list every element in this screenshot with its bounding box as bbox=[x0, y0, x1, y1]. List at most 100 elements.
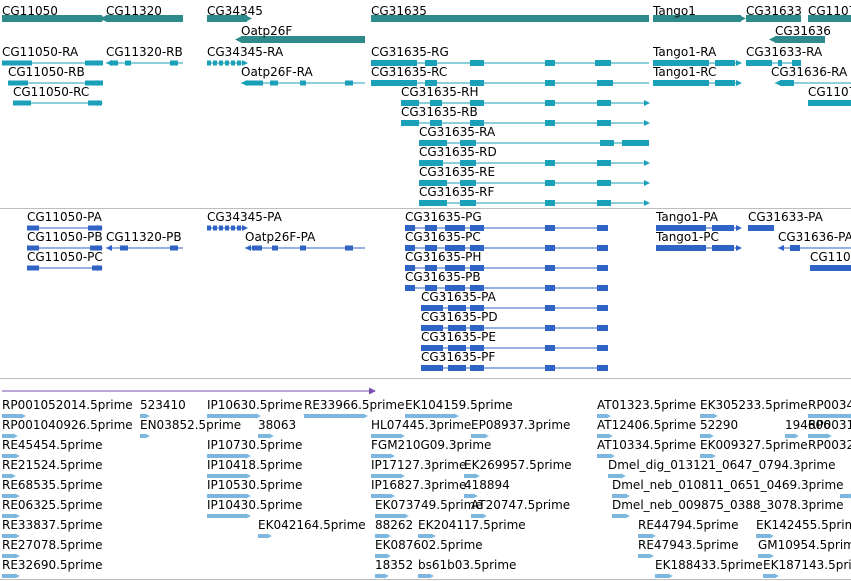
protein-cg31635-ph-exon[interactable] bbox=[405, 265, 415, 271]
protein-label[interactable]: CG31635-PH bbox=[405, 250, 482, 264]
est-label[interactable]: EK187143.5prime bbox=[763, 558, 851, 572]
est-label[interactable]: 194606 bbox=[785, 418, 831, 432]
protein-cg34345-pa-exon[interactable] bbox=[231, 225, 235, 231]
transcript-cg31635-rc-exon[interactable] bbox=[597, 80, 613, 86]
protein-tango1-pa-exon[interactable] bbox=[712, 225, 734, 231]
transcript-cg31635-rb-exon[interactable] bbox=[401, 120, 419, 126]
protein-cg31635-pd-exon[interactable] bbox=[421, 325, 443, 331]
est-label[interactable]: bs61b03.5prime bbox=[418, 558, 517, 572]
est-glyph[interactable] bbox=[612, 514, 626, 518]
protein-label[interactable]: CG11320-PB bbox=[106, 230, 182, 244]
est-glyph[interactable] bbox=[638, 534, 652, 538]
protein-label[interactable]: CG31636-PA bbox=[778, 230, 851, 244]
est-label[interactable]: IP10730.5prime bbox=[207, 438, 303, 452]
protein-cg31635-pd-exon[interactable] bbox=[470, 325, 484, 331]
transcript-label[interactable]: CG1107 bbox=[808, 85, 851, 99]
est-label[interactable]: IP10430.5prime bbox=[207, 498, 303, 512]
est-glyph[interactable] bbox=[207, 474, 247, 478]
protein-cg31635-pa-exon[interactable] bbox=[421, 305, 443, 311]
est-label[interactable]: 52290 bbox=[700, 418, 739, 432]
protein-cg31635-pd-exon[interactable] bbox=[448, 325, 466, 331]
est-label[interactable]: 38063 bbox=[258, 418, 297, 432]
gene-label[interactable]: CG11050 bbox=[2, 4, 58, 18]
est-label[interactable]: RE27078.5prime bbox=[2, 538, 103, 552]
protein-cg31635-pf-exon[interactable] bbox=[421, 365, 443, 371]
est-glyph[interactable] bbox=[2, 514, 16, 518]
protein-oatp26f-pa-exon[interactable] bbox=[300, 245, 306, 251]
transcript-label[interactable]: CG31635-RD bbox=[419, 145, 497, 159]
transcript-cg31635-re-exon[interactable] bbox=[545, 180, 555, 186]
protein-cg31635-ph-exon[interactable] bbox=[597, 265, 608, 271]
protein-cg31635-pb-exon[interactable] bbox=[405, 285, 415, 291]
transcript-cg31635-rd-exon[interactable] bbox=[419, 160, 443, 166]
gene-bar-cg31635[interactable] bbox=[371, 15, 649, 22]
est-label[interactable]: RP0031 bbox=[808, 418, 851, 432]
protein-cg11320-pb-exon[interactable] bbox=[120, 245, 128, 251]
transcript-cg34345-ra-exon[interactable] bbox=[231, 60, 235, 66]
transcript-label[interactable]: CG31635-RB bbox=[401, 105, 478, 119]
est-glyph[interactable] bbox=[2, 494, 16, 498]
est-glyph[interactable] bbox=[207, 414, 257, 418]
protein-oatp26f-pa-exon[interactable] bbox=[272, 245, 278, 251]
protein-cg31636-pa-exon[interactable] bbox=[790, 245, 800, 251]
est-label[interactable]: IP10630.5prime bbox=[207, 398, 303, 412]
protein-tango1-pc-exon[interactable] bbox=[712, 245, 734, 251]
transcript-cg31635-rg-exon[interactable] bbox=[425, 60, 437, 66]
est-label[interactable]: EK204117.5prime bbox=[418, 518, 526, 532]
transcript-cg31636-ra-exon[interactable] bbox=[780, 80, 794, 86]
protein-label[interactable]: Tango1-PC bbox=[656, 230, 719, 244]
transcript-cg34345-ra-exon[interactable] bbox=[213, 60, 217, 66]
protein-cg31633-pa-exon[interactable] bbox=[748, 225, 774, 231]
protein-cg31635-pf-exon[interactable] bbox=[470, 365, 484, 371]
protein-cg110-exon[interactable] bbox=[810, 265, 851, 271]
transcript-cg1107-exon[interactable] bbox=[808, 100, 851, 106]
protein-cg31635-pe-exon[interactable] bbox=[545, 345, 555, 351]
est-glyph[interactable] bbox=[207, 514, 247, 518]
est-label[interactable]: RE44794.5prime bbox=[638, 518, 739, 532]
gene-bar-cg1107[interactable] bbox=[808, 15, 851, 22]
gene-label[interactable]: Oatp26F bbox=[241, 24, 293, 38]
transcript-label[interactable]: CG31635-RE bbox=[419, 165, 496, 179]
transcript-cg31635-rg-exon[interactable] bbox=[371, 60, 417, 66]
protein-cg11050-pa-exon[interactable] bbox=[27, 225, 39, 231]
est-label[interactable]: Dmel_neb_009875_0388_3078.3prime bbox=[612, 498, 844, 512]
protein-cg31635-pg-exon[interactable] bbox=[470, 225, 484, 231]
protein-cg31635-ph-exon[interactable] bbox=[545, 265, 555, 271]
est-label[interactable]: RE21524.5prime bbox=[2, 458, 103, 472]
protein-cg34345-pa-exon[interactable] bbox=[207, 225, 211, 231]
transcript-cg31633-ra-exon[interactable] bbox=[792, 60, 801, 66]
est-label[interactable]: EK188433.5prime bbox=[655, 558, 763, 572]
est-label[interactable]: AT12406.5prime bbox=[597, 418, 697, 432]
est-glyph[interactable] bbox=[597, 454, 611, 458]
est-glyph[interactable] bbox=[258, 434, 270, 438]
protein-label[interactable]: CG31635-PG bbox=[405, 210, 482, 224]
protein-label[interactable]: CG11050-PA bbox=[27, 210, 102, 224]
transcript-label[interactable]: CG11050-RB bbox=[8, 65, 85, 79]
transcript-label[interactable]: CG31635-RF bbox=[419, 185, 495, 199]
est-label[interactable]: EK104159.5prime bbox=[405, 398, 513, 412]
est-glyph[interactable] bbox=[840, 494, 851, 498]
est-label[interactable]: EN03852.5prime bbox=[140, 418, 242, 432]
est-label[interactable]: EK009327.5prime bbox=[700, 438, 808, 452]
transcript-oatp26f-ra-exon[interactable] bbox=[270, 80, 278, 86]
protein-cg31635-pe-exon[interactable] bbox=[597, 345, 608, 351]
transcript-cg31635-rf-exon[interactable] bbox=[460, 200, 476, 206]
transcript-cg31635-rc-exon[interactable] bbox=[470, 80, 484, 86]
transcript-cg31635-rh-exon[interactable] bbox=[597, 100, 611, 106]
est-label[interactable]: RP0034 bbox=[808, 398, 851, 412]
transcript-cg11320-rb-exon[interactable] bbox=[125, 60, 131, 66]
est-glyph[interactable] bbox=[258, 534, 268, 538]
est-label[interactable]: Dmel_dig_013121_0647_0794.3prime bbox=[608, 458, 836, 472]
transcript-label[interactable]: Tango1-RC bbox=[653, 65, 717, 79]
protein-cg31635-ph-exon[interactable] bbox=[470, 265, 484, 271]
transcript-label[interactable]: CG11320-RB bbox=[106, 45, 183, 59]
transcript-cg31635-rd-exon[interactable] bbox=[545, 160, 555, 166]
gene-label[interactable]: Tango1 bbox=[653, 4, 696, 18]
protein-cg34345-pa-exon[interactable] bbox=[219, 225, 223, 231]
est-glyph[interactable] bbox=[700, 434, 710, 438]
protein-cg34345-pa-exon[interactable] bbox=[213, 225, 217, 231]
protein-label[interactable]: CG31635-PA bbox=[421, 290, 496, 304]
est-glyph[interactable] bbox=[375, 554, 387, 558]
protein-cg31635-pd-exon[interactable] bbox=[545, 325, 555, 331]
protein-cg31635-pc-exon[interactable] bbox=[597, 245, 608, 251]
